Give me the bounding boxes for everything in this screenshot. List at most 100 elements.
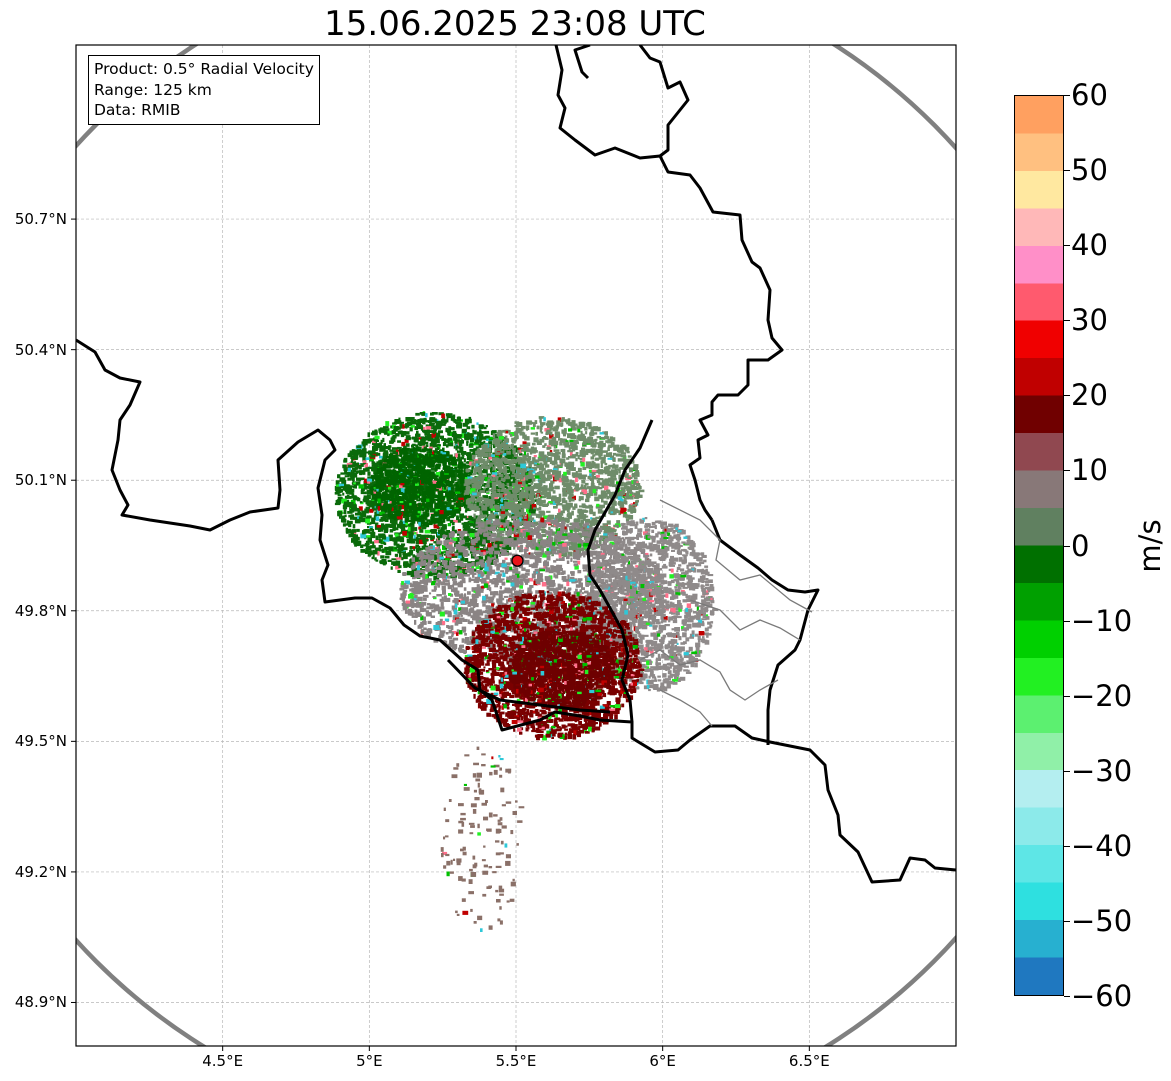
echo-pixel [414,532,417,535]
echo-pixel [488,496,492,499]
echo-pixel [491,500,495,505]
echo-pixel [404,438,409,443]
echo-pixel [472,477,479,482]
echo-pixel [620,487,626,492]
echo-pixel [604,462,608,466]
echo-pixel [581,447,586,452]
echo-pixel [455,509,460,514]
echo-pixel [434,503,437,508]
echo-pixel [529,474,534,479]
echo-pixel [547,452,553,456]
echo-pixel [623,473,627,477]
echo-pixel [489,504,493,509]
echo-pixel [345,499,350,503]
echo-pixel [568,512,572,516]
echo-pixel [414,426,418,430]
echo-pixel [360,489,364,495]
echo-pixel [485,508,491,511]
echo-pixel [603,481,608,486]
echo-pixel [401,441,406,447]
echo-pixel [430,456,436,459]
echo-pixel [535,530,540,535]
echo-pixel [353,483,357,487]
echo-pixel [455,537,460,542]
echo-pixel [464,558,469,563]
echo-pixel [591,479,595,484]
echo-pixel [409,492,412,497]
echo-pixel [378,533,384,539]
echo-pixel [520,463,526,469]
echo-pixel [437,496,444,499]
echo-pixel [395,527,399,531]
echo-pixel [634,494,639,499]
echo-pixel [557,503,563,506]
echo-pixel [413,537,419,541]
echo-pixel [436,506,440,509]
echo-pixel [604,431,608,436]
echo-pixel [510,432,516,437]
echo-pixel [475,462,479,468]
echo-pixel [460,556,465,562]
echo-pixel [389,454,393,458]
echo-pixel [539,462,543,466]
echo-pixel [506,444,511,448]
echo-pixel [390,566,393,570]
echo-pixel [453,472,458,477]
echo-pixel [397,479,401,483]
echo-pixel [546,457,553,462]
echo-pixel [339,515,343,519]
echo-pixel [498,497,503,500]
echo-pixel [416,555,420,560]
echo-pixel [413,452,419,456]
echo-pixel [521,501,527,504]
echo-pixel [431,501,436,504]
echo-pixel [428,568,434,574]
echo-pixel [532,457,536,462]
echo-pixel [430,560,434,565]
echo-pixel [594,457,599,461]
echo-pixel [555,470,562,476]
echo-pixel [477,434,483,439]
echo-pixel [469,454,473,457]
echo-pixel [425,559,429,564]
echo-pixel [510,523,513,529]
echo-pixel [496,455,502,460]
echo-pixel [442,452,447,455]
echo-pixel [493,493,500,498]
echo-pixel [426,451,430,455]
echo-pixel [521,512,527,516]
echo-pixel [570,424,576,430]
echo-pixel [556,516,560,520]
echo-pixel [344,464,348,469]
echo-pixel [443,550,447,554]
echo-pixel [384,481,387,486]
echo-pixel [355,512,361,516]
echo-pixel [367,432,370,438]
echo-pixel [445,427,449,433]
echo-pixel [415,444,419,449]
echo-pixel [425,510,428,515]
echo-pixel [421,558,428,561]
echo-pixel [576,425,582,430]
echo-pixel [406,498,413,504]
echo-pixel [549,495,552,498]
echo-pixel [481,504,485,510]
echo-pixel [413,491,416,497]
echo-pixel [407,526,411,532]
echo-pixel [471,454,476,460]
echo-pixel [336,484,339,489]
echo-pixel [357,497,360,500]
echo-pixel [423,513,429,518]
echo-pixel [443,553,447,556]
echo-pixel [479,457,482,461]
echo-pixel [366,550,371,554]
echo-pixel [424,534,429,538]
echo-pixel [613,524,619,528]
echo-pixel [561,478,566,482]
echo-pixel [600,457,606,460]
echo-pixel [443,469,449,473]
echo-pixel [388,514,391,518]
echo-pixel [503,506,507,510]
echo-pixel [631,485,637,490]
echo-pixel [539,482,543,486]
